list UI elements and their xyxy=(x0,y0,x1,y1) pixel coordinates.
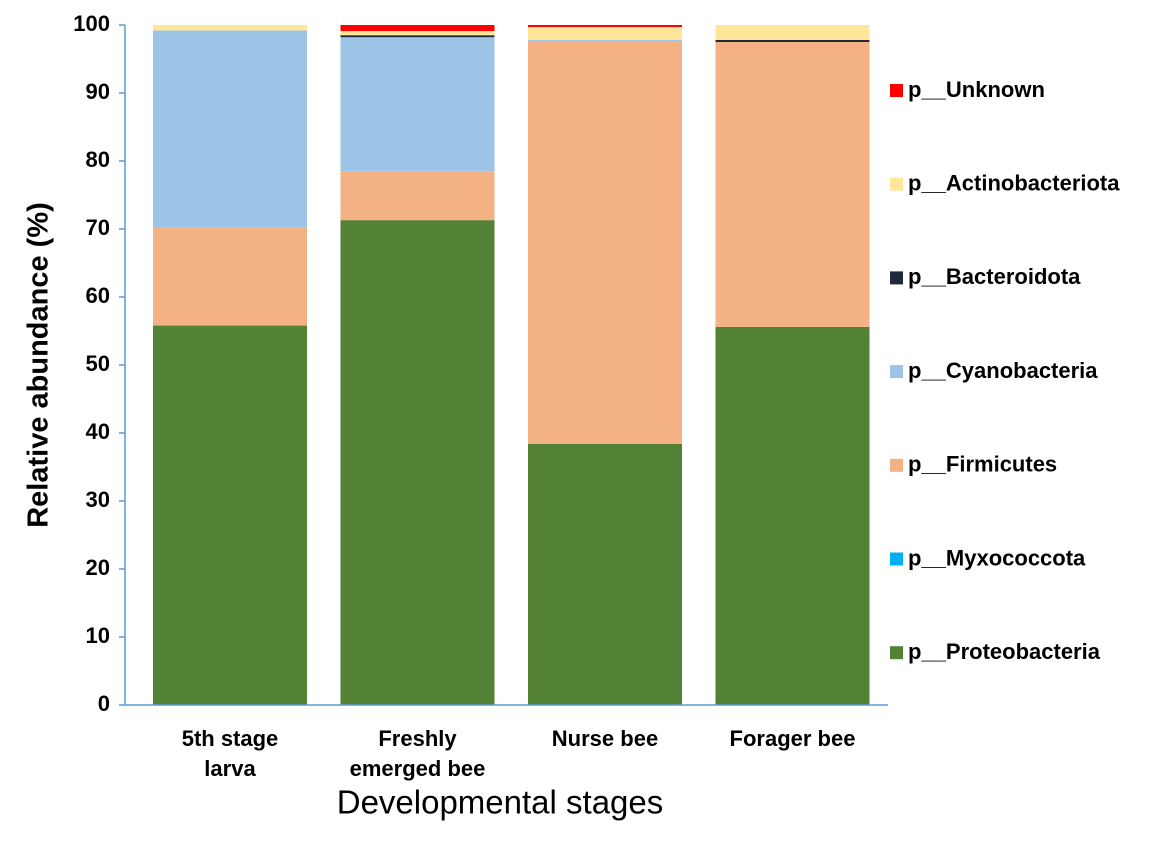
legend-swatch xyxy=(890,552,903,566)
y-tick-label: 90 xyxy=(86,79,110,104)
bar-segment xyxy=(715,42,870,327)
bar-segment xyxy=(715,326,870,705)
legend-label: p__Cyanobacteria xyxy=(908,358,1098,383)
y-tick-label: 100 xyxy=(73,11,110,36)
legend-swatch xyxy=(890,365,903,379)
legend-label: p__Bacteroidota xyxy=(908,264,1081,289)
x-tick-label: 5th stage larva xyxy=(182,726,279,781)
legend-swatch xyxy=(890,458,903,472)
bar-segment xyxy=(715,25,870,40)
bar-segment xyxy=(340,220,495,705)
y-tick-label: 0 xyxy=(98,691,110,716)
legend-swatch xyxy=(890,84,903,97)
bar-segment xyxy=(340,31,495,36)
legend-label: p__Unknown xyxy=(908,77,1045,102)
legend-swatch xyxy=(890,271,903,285)
bar-segment xyxy=(153,30,307,228)
legend-swatch xyxy=(890,177,903,191)
bar-segment xyxy=(340,37,495,172)
bar-segment xyxy=(153,227,307,326)
bar-segment xyxy=(153,25,307,31)
bar-segment xyxy=(340,171,495,221)
x-axis-title: Developmental stages xyxy=(337,784,664,821)
legend-label: p__Myxococcota xyxy=(908,545,1086,570)
y-tick-label: 40 xyxy=(86,419,110,444)
y-tick-label: 80 xyxy=(86,147,110,172)
bar-segment xyxy=(528,27,682,40)
legend-swatch xyxy=(890,646,903,660)
bar-segment xyxy=(340,25,495,32)
x-tick-label: Freshly emerged bee xyxy=(350,726,486,781)
bar-segment xyxy=(153,325,307,705)
y-tick-label: 70 xyxy=(86,215,110,240)
x-tick-label: Forager bee xyxy=(730,726,856,751)
bar-segment xyxy=(340,35,495,38)
bar-segment xyxy=(528,25,682,28)
y-tick-label: 50 xyxy=(86,351,110,376)
y-axis-title: Relative abundance (%) xyxy=(23,202,55,528)
legend-label: p__Proteobacteria xyxy=(908,639,1101,664)
y-tick-label: 20 xyxy=(86,555,110,580)
bar-segment xyxy=(528,443,682,705)
legend-label: p__Actinobacteriota xyxy=(908,171,1120,196)
bar-segment xyxy=(715,39,870,42)
y-tick-label: 60 xyxy=(86,283,110,308)
legend-label: p__Firmicutes xyxy=(908,452,1057,477)
y-tick-label: 30 xyxy=(86,487,110,512)
bar-segment xyxy=(528,39,682,42)
x-tick-label: Nurse bee xyxy=(552,726,658,751)
bar-segment xyxy=(528,41,682,444)
y-tick-label: 10 xyxy=(86,623,110,648)
